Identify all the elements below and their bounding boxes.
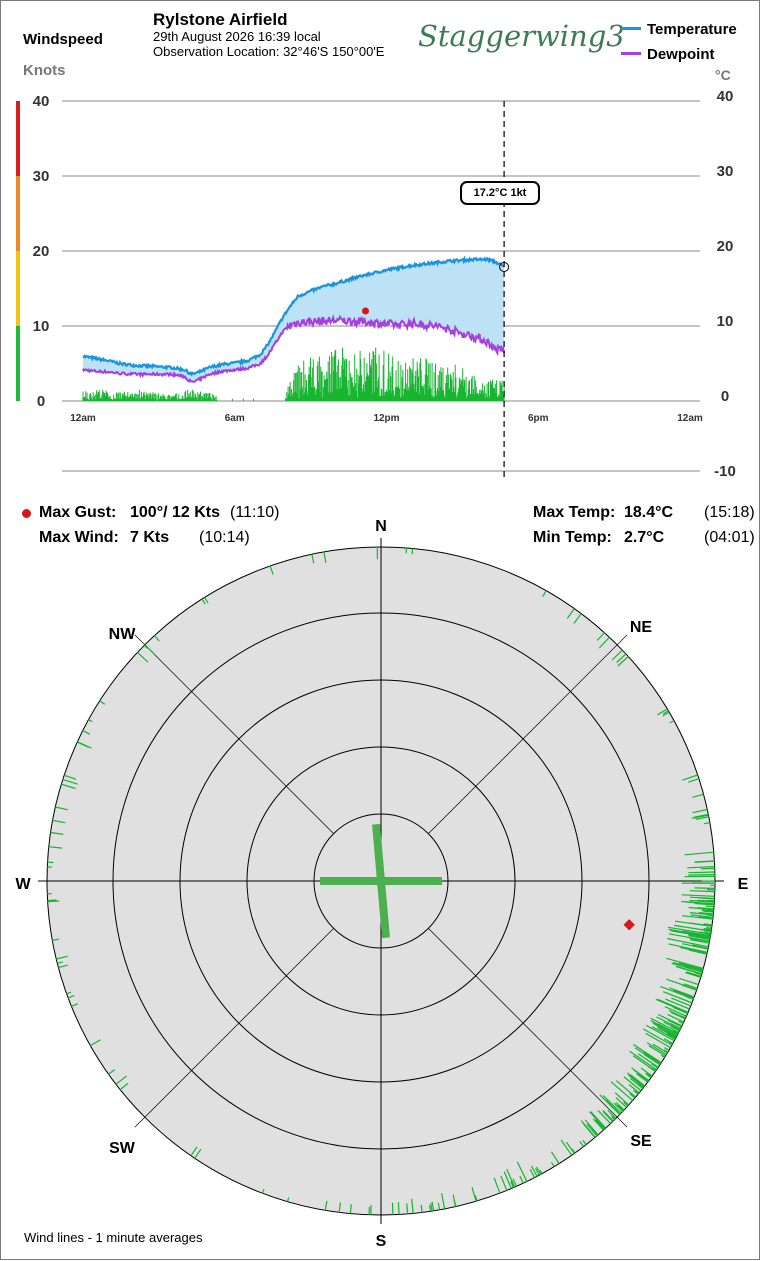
polar-max-gust-marker bbox=[623, 919, 635, 931]
dewpoint-line bbox=[82, 313, 506, 383]
compass-label-e: E bbox=[738, 876, 749, 893]
y-right-tick-label: 30 bbox=[717, 163, 734, 180]
wind-scale-segment bbox=[16, 176, 20, 251]
station-name: Rylstone Airfield bbox=[153, 10, 288, 29]
max-wind-label: Max Wind: bbox=[39, 529, 119, 546]
footer-note: Wind lines - 1 minute averages bbox=[24, 1230, 203, 1245]
max-wind-time: (10:14) bbox=[199, 529, 250, 546]
temperature-dewpoint-fill bbox=[83, 258, 505, 382]
wind-scale-segment bbox=[16, 101, 20, 176]
current-reading-tooltip: 17.2°C 1kt bbox=[460, 181, 540, 205]
y-left-tick-label: 10 bbox=[33, 318, 50, 335]
max-temp-label: Max Temp: bbox=[533, 504, 616, 521]
x-tick-label: 12pm bbox=[373, 413, 399, 424]
y-right-tick-label: 40 bbox=[717, 88, 734, 105]
wind-direction-ticks bbox=[47, 546, 716, 1215]
max-gust-value: 100°/ 12 Kts bbox=[130, 504, 221, 521]
y-right-tick-label: -10 bbox=[714, 463, 736, 480]
max-wind-value: 7 Kts bbox=[130, 529, 170, 546]
x-tick-label: 12am bbox=[677, 413, 703, 424]
temperature-legend-label: Temperature bbox=[647, 21, 737, 38]
polar-axis-diagonal bbox=[134, 928, 334, 1128]
gust-marker-icon bbox=[22, 509, 31, 518]
min-temp-label: Min Temp: bbox=[533, 529, 612, 546]
max-gust-marker bbox=[362, 307, 370, 315]
polar-axis-diagonal bbox=[428, 634, 628, 834]
brand-logo: Staggerwing3 bbox=[418, 19, 625, 53]
windspeed-bars bbox=[82, 347, 505, 401]
compass-label-w: W bbox=[15, 876, 31, 893]
polar-axis-diagonal bbox=[134, 634, 334, 834]
observation-datetime: 29th August 2026 16:39 local bbox=[153, 29, 321, 44]
compass-label-se: SE bbox=[630, 1133, 652, 1150]
y-left-tick-label: 40 bbox=[33, 93, 50, 110]
compass-label-ne: NE bbox=[630, 619, 653, 636]
max-gust-time: (11:10) bbox=[230, 504, 280, 521]
temperature-line bbox=[82, 255, 505, 377]
units-label: Knots bbox=[23, 62, 66, 79]
polar-axis-diagonal bbox=[428, 928, 628, 1128]
x-tick-label: 6am bbox=[225, 413, 245, 424]
observation-location: Observation Location: 32°46'S 150°00'E bbox=[153, 44, 385, 59]
current-temperature-marker bbox=[499, 262, 510, 272]
min-temp-value: 2.7°C bbox=[624, 529, 665, 546]
x-tick-label: 6pm bbox=[528, 413, 549, 424]
compass-label-sw: SW bbox=[109, 1140, 136, 1157]
temperature-wind-chart: 0 10 20 30 40 -10 0 10 20 30 40 12am 6am 12pm 6pm 12am bbox=[16, 88, 736, 480]
max-temp-value: 18.4°C bbox=[624, 504, 674, 521]
compass-label-n: N bbox=[375, 518, 387, 535]
max-temp-time: (15:18) bbox=[704, 504, 755, 521]
windspeed-label: Windspeed bbox=[23, 31, 103, 48]
wind-scale-segment bbox=[16, 251, 20, 326]
wind-scale-segment bbox=[16, 326, 20, 401]
compass-label-nw: NW bbox=[109, 626, 137, 643]
min-temp-time: (04:01) bbox=[704, 529, 755, 546]
y-right-tick-label: 10 bbox=[717, 313, 734, 330]
max-gust-label: Max Gust: bbox=[39, 504, 117, 521]
dewpoint-legend-swatch bbox=[621, 52, 641, 55]
y-left-tick-label: 0 bbox=[37, 393, 45, 410]
y-left-tick-label: 20 bbox=[33, 243, 50, 260]
compass-label-s: S bbox=[376, 1233, 387, 1250]
temperature-unit-label: °C bbox=[715, 67, 731, 83]
y-right-tick-label: 20 bbox=[717, 238, 734, 255]
y-right-tick-label: 0 bbox=[721, 388, 729, 405]
dewpoint-legend-label: Dewpoint bbox=[647, 46, 715, 63]
x-tick-label: 12am bbox=[70, 413, 96, 424]
temperature-legend-swatch bbox=[621, 27, 641, 30]
y-left-tick-label: 30 bbox=[33, 168, 50, 185]
